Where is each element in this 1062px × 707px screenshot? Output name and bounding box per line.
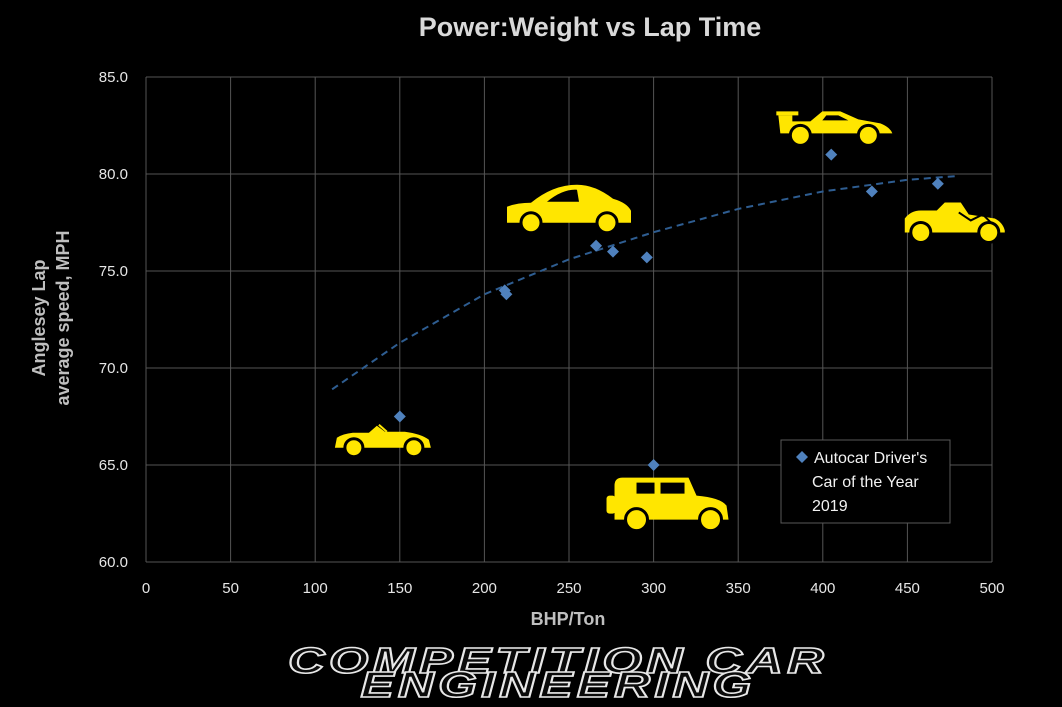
y-axis-title-line-2: average speed, MPH [53,230,73,405]
y-tick-label: 75.0 [99,263,128,280]
x-tick-label: 450 [895,580,920,597]
x-tick-label: 150 [387,580,412,597]
trendline-layer [331,174,959,391]
hypercar-icon [776,111,893,147]
data-point [640,251,653,264]
roadster-icon [334,423,431,459]
data-point [500,288,513,301]
y-tick-label: 80.0 [99,166,128,183]
suv-icon [606,477,729,533]
x-axis-title: BHP/Ton [531,609,606,629]
legend-marker [796,451,808,463]
data-point [606,245,619,258]
x-tick-label: 100 [303,580,328,597]
data-point [865,185,878,198]
x-tick-label: 0 [142,580,150,597]
x-tick-label: 300 [641,580,666,597]
logo-line-2: ENGINEERING [361,664,756,705]
x-tick-label: 500 [979,580,1004,597]
coupe-icon [507,184,631,235]
data-points [393,148,944,471]
data-point [931,177,944,190]
chart-title: Power:Weight vs Lap Time [419,12,762,42]
y-tick-label: 65.0 [99,457,128,474]
y-tick-label: 85.0 [99,69,128,86]
legend-box [780,439,951,524]
data-point [647,459,660,471]
legend-line-3: 2019 [812,498,848,515]
trendline [331,174,959,391]
x-tick-label: 200 [472,580,497,597]
x-tick-label: 250 [556,580,581,597]
x-tick-label: 400 [810,580,835,597]
y-axis-title: Anglesey Lap average speed, MPH [29,230,73,405]
tick-labels: 0 50 100 150 200 250 300 350 400 450 500 60.0 65.0 70… [99,69,1005,597]
x-tick-label: 350 [726,580,751,597]
car-icons [334,111,1005,533]
legend-line-1: Autocar Driver's [814,450,927,467]
y-axis-title-line-1: Anglesey Lap [29,259,49,376]
legend: Autocar Driver's Car of the Year 2019 [780,439,951,524]
logo-line-1: COMPETITION CAR [288,640,828,681]
x-tick-label: 50 [222,580,239,597]
data-point [393,410,406,423]
logo: COMPETITION CAR ENGINEERING [287,639,828,706]
track-car-icon [904,202,1005,244]
data-point [825,148,838,161]
y-tick-label: 70.0 [99,360,128,377]
data-point [590,239,603,252]
legend-line-2: Car of the Year [812,474,919,491]
y-tick-label: 60.0 [99,554,128,571]
